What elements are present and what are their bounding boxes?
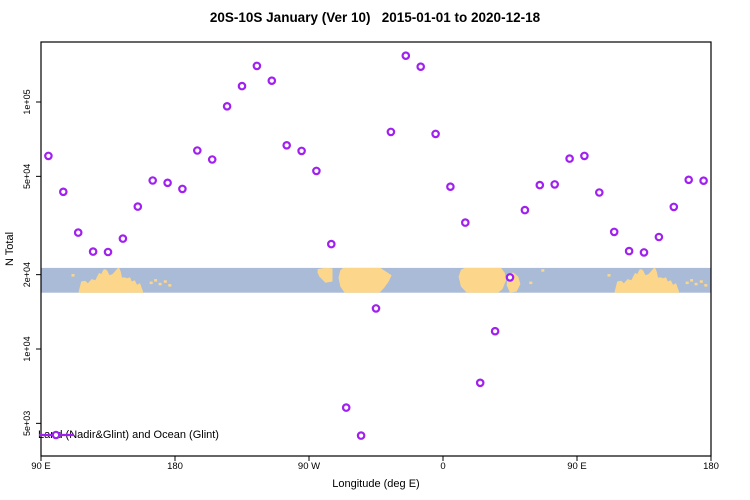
map-land-speck xyxy=(699,280,703,283)
map-land-australia xyxy=(614,267,679,293)
map-land-speck xyxy=(359,288,363,291)
data-point xyxy=(386,127,396,137)
x-tick-label: 180 xyxy=(703,461,719,472)
chart-title: 20S-10S January (Ver 10) 2015-01-01 to 2… xyxy=(209,10,541,25)
data-point xyxy=(163,178,172,188)
data-point xyxy=(490,326,500,336)
data-point xyxy=(684,175,694,185)
y-tick-label: 5e+03 xyxy=(22,411,32,436)
data-point xyxy=(639,248,649,257)
map-land-speck xyxy=(71,274,75,277)
data-point xyxy=(460,218,470,227)
y-tick-label: 5e+04 xyxy=(22,164,32,189)
data-point xyxy=(475,378,485,388)
data-point xyxy=(148,176,158,185)
data-point xyxy=(193,146,202,155)
map-land-speck xyxy=(346,287,350,291)
map-land-speck xyxy=(607,274,611,277)
data-point xyxy=(609,227,619,237)
data-point xyxy=(341,403,351,412)
data-point xyxy=(699,176,708,186)
map-land-speck xyxy=(541,269,545,272)
data-point xyxy=(356,431,366,440)
data-point xyxy=(505,273,515,282)
data-point xyxy=(58,187,68,197)
x-tick-label: 180 xyxy=(167,461,183,472)
data-point xyxy=(267,76,277,86)
map-land-speck xyxy=(685,281,689,285)
data-point xyxy=(565,154,574,163)
data-point xyxy=(550,180,560,189)
map-land-speck xyxy=(704,284,708,287)
map-land-south-america-west xyxy=(317,267,333,283)
map-land-speck xyxy=(154,279,158,282)
map-land-speck xyxy=(529,281,533,285)
x-tick-label: 0 xyxy=(440,461,445,472)
data-point xyxy=(520,205,530,215)
data-point xyxy=(371,304,381,313)
data-point xyxy=(178,184,187,194)
map-land-south-america-main xyxy=(338,267,392,293)
y-tick-label: 1e+05 xyxy=(22,89,32,114)
map-land-speck xyxy=(163,280,167,283)
legend-label: Land (Nadir&Glint) and Ocean (Glint) xyxy=(38,429,219,441)
data-point xyxy=(133,202,143,211)
data-point xyxy=(326,239,336,249)
data-point xyxy=(103,247,113,257)
legend-circle-icon xyxy=(51,430,61,440)
data-point xyxy=(580,151,589,161)
map-land-speck xyxy=(149,281,153,285)
data-point xyxy=(237,81,247,91)
map-land-speck xyxy=(690,279,694,282)
data-point xyxy=(535,180,545,190)
data-point xyxy=(431,129,440,139)
data-point xyxy=(44,151,53,161)
map-land-speck xyxy=(368,286,372,289)
data-point xyxy=(73,228,83,237)
data-point xyxy=(118,234,128,243)
data-point xyxy=(401,51,411,61)
data-point xyxy=(222,102,232,111)
map-land-australia xyxy=(78,267,143,293)
x-axis-title: Longitude (deg E) xyxy=(332,478,420,490)
map-land-speck xyxy=(158,282,162,286)
legend: Land (Nadir&Glint) and Ocean (Glint) xyxy=(38,429,219,441)
plot-frame xyxy=(40,41,712,457)
legend-marker-icon xyxy=(39,430,74,440)
data-point xyxy=(594,188,604,197)
data-point xyxy=(669,202,679,212)
data-point xyxy=(624,246,634,256)
x-tick-label: 90 E xyxy=(567,461,587,472)
data-point xyxy=(446,182,455,192)
x-tick-label: 90 E xyxy=(31,461,51,472)
map-land-africa xyxy=(458,267,506,293)
map-land-speck xyxy=(168,284,172,287)
y-tick-label: 2e+04 xyxy=(22,262,32,287)
x-tick-label: 90 W xyxy=(298,461,320,472)
data-point xyxy=(654,232,664,242)
data-point xyxy=(416,62,426,71)
data-point xyxy=(88,247,98,256)
data-point xyxy=(207,155,217,164)
data-point xyxy=(252,61,262,71)
data-point xyxy=(312,166,321,176)
data-point xyxy=(297,146,306,156)
data-point xyxy=(282,141,292,150)
y-tick-label: 1e+04 xyxy=(22,336,32,361)
map-land-speck xyxy=(694,282,698,286)
